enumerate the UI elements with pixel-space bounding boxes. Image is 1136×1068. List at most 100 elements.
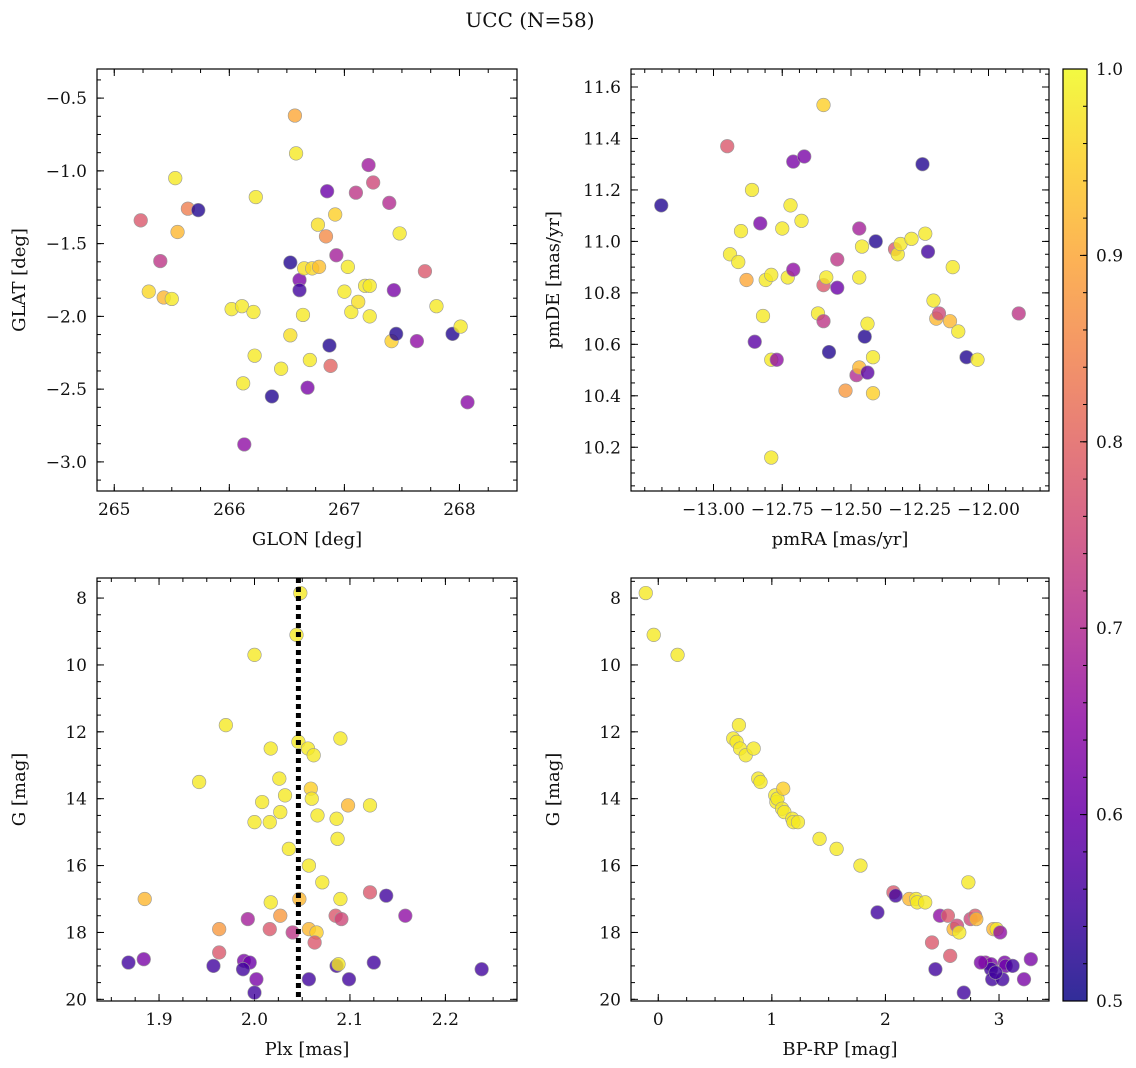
- scatter-point: [344, 304, 359, 320]
- scatter-point: [168, 171, 183, 186]
- scatter-point: [361, 157, 376, 173]
- scatter-point: [816, 314, 831, 329]
- y-tick-label: 20: [599, 990, 621, 1010]
- scatter-point: [304, 791, 319, 806]
- scatter-point: [398, 908, 413, 923]
- scatter-point: [857, 329, 872, 344]
- scatter-point: [322, 338, 337, 353]
- scatter-point: [334, 911, 349, 927]
- y-tick-label: 8: [610, 589, 621, 609]
- y-tick-label: −1.0: [46, 162, 87, 182]
- scatter-point: [865, 386, 881, 401]
- colorbar-frame: [1062, 68, 1088, 1002]
- scatter-points: [638, 585, 1038, 1000]
- scatter-point: [961, 875, 976, 890]
- scatter-point: [247, 647, 262, 663]
- y-axis-label: G [mag]: [543, 753, 564, 826]
- scatter-point: [1005, 958, 1020, 973]
- y-tick-label: 16: [65, 857, 87, 877]
- scatter-points: [133, 108, 475, 452]
- scatter-point: [218, 718, 233, 733]
- scatter-point: [307, 935, 322, 950]
- scatter-point: [1016, 972, 1032, 987]
- scatter-point: [956, 985, 971, 1000]
- scatter-point: [764, 450, 779, 465]
- scatter-point: [329, 248, 344, 263]
- scatter-point: [153, 253, 168, 269]
- scatter-point: [720, 139, 735, 154]
- x-axis-label: BP-RP [mag]: [782, 1039, 897, 1060]
- scatter-point: [746, 741, 761, 756]
- scatter-point: [247, 985, 262, 1000]
- colorbar-tick-label: 0.5: [1096, 992, 1123, 1012]
- y-axis-label: G [mag]: [9, 753, 30, 826]
- scatter-point: [328, 207, 343, 222]
- scatter-point: [1023, 952, 1038, 967]
- scatter-point: [246, 304, 261, 320]
- scatter-point: [331, 957, 346, 972]
- y-tick-label: 10.6: [583, 335, 621, 355]
- scatter-point: [731, 254, 746, 270]
- scatter-point: [323, 358, 338, 373]
- scatter-point: [281, 841, 296, 856]
- scatter-point: [164, 291, 179, 307]
- scatter-point: [283, 328, 298, 343]
- plot-frame: [630, 577, 1050, 1002]
- x-tick-label: 2.1: [336, 1010, 363, 1030]
- scatter-point: [409, 334, 424, 349]
- scatter-panel-glon-glat: 265 266 267 268 −0.5 −1.0 −1.5 −2.0 −2.5 −3.0 GLON…: [9, 68, 518, 550]
- scatter-point: [733, 224, 749, 239]
- scatter-point: [263, 895, 278, 910]
- colorbar: 0.5 0.6 0.7 0.8 0.9 1.0: [1062, 60, 1123, 1012]
- scatter-point: [191, 203, 206, 218]
- scatter-point: [330, 831, 345, 846]
- y-tick-label: 10.2: [583, 438, 621, 458]
- x-tick-label: 266: [213, 500, 245, 520]
- scatter-points: [121, 585, 489, 1000]
- x-tick-label: 1: [766, 1010, 777, 1030]
- scatter-point: [776, 781, 791, 796]
- scatter-point: [318, 229, 334, 244]
- plot-frame: [96, 68, 518, 492]
- scatter-point: [283, 255, 298, 270]
- x-tick-label: 2: [880, 1010, 891, 1030]
- scatter-point: [829, 841, 844, 856]
- scatter-point: [853, 858, 868, 873]
- x-tick-label: 268: [443, 500, 475, 520]
- colorbar-gradient: [1063, 69, 1087, 1001]
- scatter-point: [945, 260, 960, 275]
- x-tick-label: −12.50: [820, 500, 883, 520]
- x-axis-label: pmRA [mas/yr]: [772, 529, 909, 550]
- scatter-point: [1011, 306, 1026, 321]
- y-tick-label: 14: [65, 790, 87, 810]
- scatter-point: [453, 319, 468, 334]
- x-tick-label: 3: [994, 1010, 1005, 1030]
- plot-frame: [96, 577, 518, 1002]
- y-tick-label: 10.8: [583, 284, 621, 304]
- scatter-point: [379, 888, 394, 903]
- scatter-point: [302, 352, 317, 368]
- colorbar-tick-label: 0.7: [1096, 619, 1123, 639]
- scatter-point: [341, 972, 357, 987]
- x-tick-label: −13.00: [682, 500, 745, 520]
- y-tick-label: 12: [599, 723, 621, 743]
- y-tick-label: 12: [65, 723, 87, 743]
- y-tick-label: 8: [76, 589, 87, 609]
- scatter-point: [237, 437, 252, 452]
- x-tick-label: 1.9: [146, 1010, 173, 1030]
- scatter-point: [868, 234, 883, 249]
- scatter-point: [819, 270, 834, 285]
- y-tick-label: 11.4: [583, 129, 621, 149]
- scatter-point: [315, 875, 330, 890]
- scatter-point: [320, 184, 335, 199]
- y-axis-label: GLAT [deg]: [9, 228, 30, 332]
- scatter-point: [295, 307, 311, 323]
- scatter-point: [952, 925, 967, 940]
- scatter-point: [888, 888, 903, 903]
- scatter-panel-plx-g: 1.9 2.0 2.1 2.2 8 10 12 14 16 18 20 Plx [mas] G [mag…: [9, 577, 518, 1060]
- scatter-point: [474, 962, 489, 977]
- y-tick-label: −3.0: [46, 453, 87, 473]
- scatter-point: [755, 308, 771, 324]
- scatter-points: [654, 97, 1026, 465]
